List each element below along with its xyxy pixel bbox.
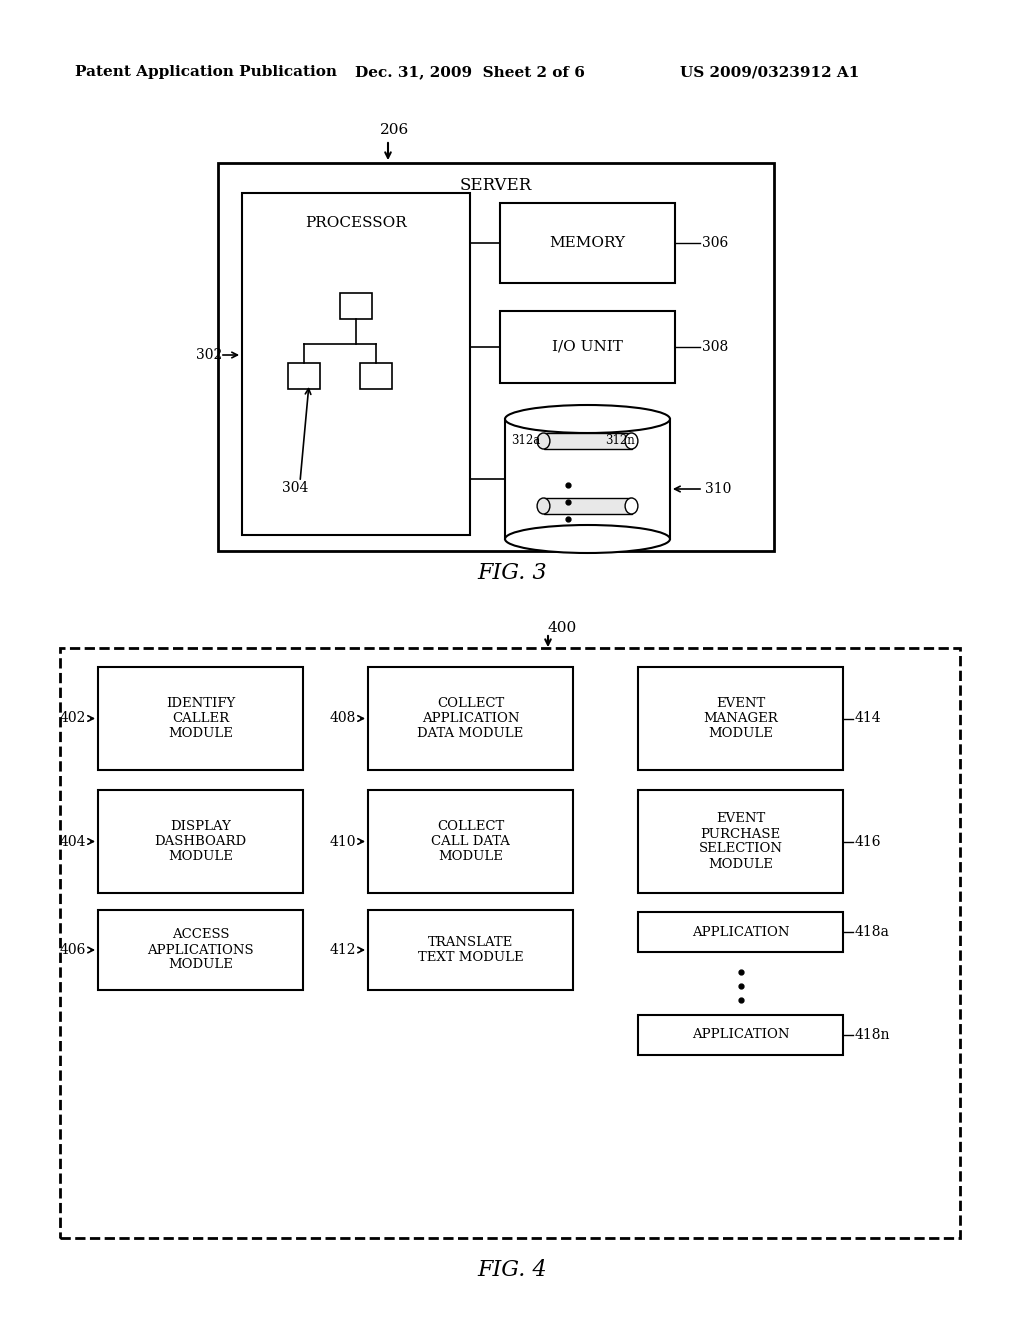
Bar: [544, 433, 632, 449]
Bar: [544, 498, 632, 513]
Text: 402: 402: [59, 711, 86, 726]
Ellipse shape: [625, 433, 638, 449]
Bar: [340, 293, 372, 319]
Text: 308: 308: [702, 341, 728, 354]
Text: 404: 404: [59, 834, 86, 849]
Bar: [368, 789, 573, 894]
Text: 414: 414: [855, 711, 882, 726]
Text: 410: 410: [330, 834, 356, 849]
Bar: [368, 667, 573, 770]
Bar: [360, 363, 392, 389]
Text: COLLECT
CALL DATA
MODULE: COLLECT CALL DATA MODULE: [431, 820, 510, 863]
Text: FIG. 4: FIG. 4: [477, 1259, 547, 1280]
Text: I/O UNIT: I/O UNIT: [552, 341, 623, 354]
Text: IDENTIFY
CALLER
MODULE: IDENTIFY CALLER MODULE: [166, 697, 236, 741]
Bar: [368, 909, 573, 990]
Ellipse shape: [538, 433, 550, 449]
Ellipse shape: [538, 498, 550, 513]
Text: APPLICATION: APPLICATION: [692, 925, 790, 939]
Text: DISPLAY
DASHBOARD
MODULE: DISPLAY DASHBOARD MODULE: [155, 820, 247, 863]
Text: 400: 400: [548, 620, 578, 635]
Ellipse shape: [625, 498, 638, 513]
Text: 406: 406: [59, 942, 86, 957]
Bar: [500, 203, 675, 282]
Bar: [288, 363, 319, 389]
Text: 312n: 312n: [605, 434, 635, 447]
Bar: [242, 193, 470, 535]
Bar: [638, 1015, 843, 1055]
Text: MEMORY: MEMORY: [550, 236, 626, 249]
Text: 412: 412: [330, 942, 356, 957]
Text: 206: 206: [380, 123, 410, 137]
Bar: [98, 667, 303, 770]
Text: Dec. 31, 2009  Sheet 2 of 6: Dec. 31, 2009 Sheet 2 of 6: [355, 65, 585, 79]
Bar: [638, 912, 843, 952]
Text: EVENT
MANAGER
MODULE: EVENT MANAGER MODULE: [703, 697, 778, 741]
Ellipse shape: [505, 405, 670, 433]
Text: Patent Application Publication: Patent Application Publication: [75, 65, 337, 79]
Text: SERVER: SERVER: [460, 177, 532, 194]
Text: 408: 408: [330, 711, 356, 726]
Text: 312a: 312a: [511, 434, 541, 447]
Text: ACCESS
APPLICATIONS
MODULE: ACCESS APPLICATIONS MODULE: [147, 928, 254, 972]
Bar: [60, 648, 961, 1238]
Text: PROCESSOR: PROCESSOR: [305, 216, 407, 230]
Text: US 2009/0323912 A1: US 2009/0323912 A1: [680, 65, 859, 79]
Text: 418n: 418n: [855, 1028, 891, 1041]
Text: APPLICATION: APPLICATION: [692, 1028, 790, 1041]
Text: 310: 310: [705, 482, 731, 496]
Bar: [98, 789, 303, 894]
Text: EVENT
PURCHASE
SELECTION
MODULE: EVENT PURCHASE SELECTION MODULE: [698, 813, 782, 870]
Bar: [638, 667, 843, 770]
Text: 304: 304: [282, 480, 308, 495]
Text: 306: 306: [702, 236, 728, 249]
Text: 302: 302: [196, 348, 222, 362]
Text: TRANSLATE
TEXT MODULE: TRANSLATE TEXT MODULE: [418, 936, 523, 964]
Bar: [218, 162, 774, 550]
Text: 418a: 418a: [855, 925, 890, 939]
Text: 416: 416: [855, 834, 882, 849]
Bar: [638, 789, 843, 894]
Text: COLLECT
APPLICATION
DATA MODULE: COLLECT APPLICATION DATA MODULE: [418, 697, 523, 741]
Ellipse shape: [505, 525, 670, 553]
Bar: [98, 909, 303, 990]
Text: FIG. 3: FIG. 3: [477, 562, 547, 583]
Bar: [500, 312, 675, 383]
